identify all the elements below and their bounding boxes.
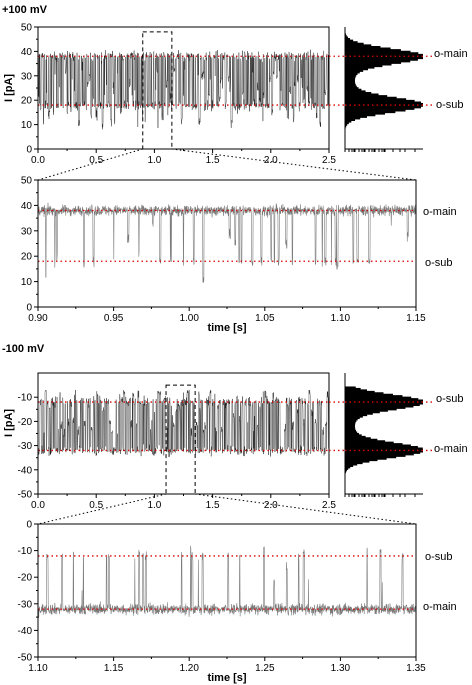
x-tick-label: 2.5: [322, 155, 336, 166]
y-tick-label: -20: [18, 417, 33, 428]
y-tick-label: -50: [18, 653, 33, 664]
panel-title-positive: +100 mV: [2, 4, 48, 16]
y-tick-label: 20: [21, 96, 33, 107]
zoom-window-box: [142, 31, 173, 150]
x-tick-label: 0.95: [104, 313, 124, 324]
plot-panel-2: 0.0 0.5 1.0 1.5 2.0 2.5 -50 -40 -30 -20 -10: [18, 372, 336, 511]
zoom-connector-right: [171, 148, 417, 181]
level-label-pos-zoom-sub: o-sub: [425, 257, 453, 269]
y-tick-label: 20: [21, 252, 33, 263]
y-tick-label: 30: [21, 71, 33, 82]
ylabel-positive: I [pA]: [3, 74, 15, 102]
zoom-window-box: [165, 384, 196, 495]
x-tick-label: 1.05: [255, 313, 275, 324]
x-tick-label: 0.0: [31, 155, 45, 166]
x-tick-label: 0.5: [89, 155, 103, 166]
x-tick-label: 2.0: [264, 500, 278, 511]
y-tick-label: -10: [18, 393, 33, 404]
current-trace: [37, 389, 330, 457]
current-trace: [37, 49, 330, 130]
x-tick-label: 1.25: [255, 663, 275, 674]
x-tick-label: 1.35: [406, 663, 426, 674]
x-tick-label: 1.5: [206, 155, 220, 166]
level-label-neg-zoom-sub: o-sub: [425, 551, 453, 563]
x-tick-label: 0.0: [31, 500, 45, 511]
current-trace: [37, 202, 417, 283]
y-tick-label: -30: [18, 441, 33, 452]
panel-title-negative: -100 mV: [2, 343, 45, 355]
x-tick-label: 1.00: [179, 313, 199, 324]
level-label-pos-main: o-main: [434, 48, 468, 60]
y-tick-label: 50: [21, 176, 33, 187]
plot-panel-3: 1.10 1.15 1.20 1.25 1.30 1.35 -50 -40 -30 -20 -10 0: [18, 520, 427, 675]
level-label-neg-main: o-main: [434, 443, 468, 455]
y-tick-label: 40: [21, 47, 33, 58]
level-label-pos-sub: o-sub: [436, 99, 464, 111]
x-tick-label: 1.15: [104, 663, 124, 674]
current-trace: [37, 545, 417, 618]
y-tick-label: -20: [18, 573, 33, 584]
plot-layer: 0.0 0.5 1.0 1.5 2.0 2.5 0 10 20 30 40 50 0.90 0.95 1.0…: [18, 23, 432, 675]
y-tick-label: -10: [18, 546, 33, 557]
x-tick-label: 1.5: [206, 500, 220, 511]
level-label-neg-sub: o-sub: [436, 393, 464, 405]
y-tick-label: 0: [26, 145, 32, 156]
y-tick-label: 30: [21, 226, 33, 237]
plot-panel-0: 0.0 0.5 1.0 1.5 2.0 2.5 0 10 20 30 40 50: [21, 23, 337, 167]
plot-frame: [37, 523, 417, 658]
y-tick-label: 0: [26, 303, 32, 314]
zoom-indicator-0: [37, 31, 417, 181]
histogram-1: [329, 373, 432, 497]
y-tick-label: 0: [26, 520, 32, 531]
x-tick-label: 1.0: [147, 500, 161, 511]
x-tick-label: 2.0: [264, 155, 278, 166]
plot-panel-1: 0.90 0.95 1.00 1.05 1.10 1.15 0 10 20 30 40 50: [21, 176, 426, 325]
x-tick-label: 1.0: [147, 155, 161, 166]
x-tick-label: 1.30: [331, 663, 351, 674]
zoom-indicator-2: [37, 384, 417, 525]
y-tick-label: 10: [21, 120, 33, 131]
y-tick-label: -40: [18, 626, 33, 637]
x-tick-label: 0.90: [28, 313, 48, 324]
ylabel-negative: I [pA]: [3, 409, 15, 437]
xlabel-zoom-negative: time [s]: [207, 672, 246, 684]
x-tick-label: 2.5: [322, 500, 336, 511]
x-tick-label: 1.15: [406, 313, 426, 324]
x-tick-label: 0.5: [89, 500, 103, 511]
level-label-neg-zoom-main: o-main: [423, 601, 457, 613]
x-tick-label: 1.10: [331, 313, 351, 324]
histogram-0: [329, 27, 432, 152]
plot-frame: [37, 179, 417, 308]
level-label-pos-zoom-main: o-main: [423, 206, 457, 218]
y-tick-label: -50: [18, 490, 33, 501]
xlabel-zoom-positive: time [s]: [207, 322, 246, 334]
y-tick-label: 10: [21, 277, 33, 288]
y-tick-label: 40: [21, 201, 33, 212]
x-tick-label: 1.10: [28, 663, 48, 674]
x-tick-label: 1.20: [179, 663, 199, 674]
y-tick-label: -30: [18, 599, 33, 610]
y-tick-label: 50: [21, 23, 33, 34]
y-tick-label: -40: [18, 465, 33, 476]
zoom-connector-right: [195, 493, 417, 525]
